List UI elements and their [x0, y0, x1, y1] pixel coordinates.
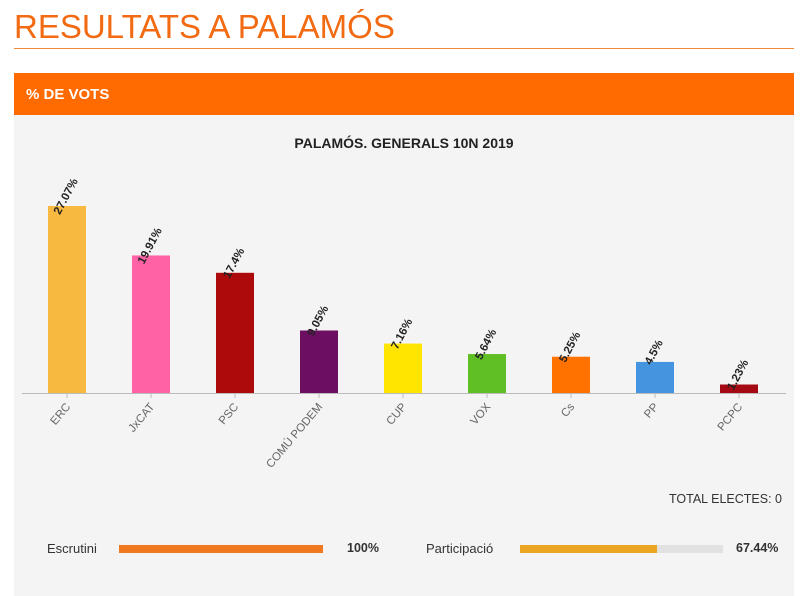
x-tick-label: PCPC [716, 401, 746, 433]
x-tick-label: VOX [468, 401, 493, 428]
page-title: RESULTATS A PALAMÓS [14, 8, 395, 45]
title-divider [14, 48, 794, 49]
bar-cs [552, 356, 590, 393]
bar-erc [48, 206, 86, 393]
escrutini-progress-bar [119, 545, 323, 553]
escrutini-progress-fill [119, 545, 323, 553]
participacio-progress-fill [520, 545, 657, 553]
total-electes: TOTAL ELECTES: 0 [668, 492, 782, 506]
participacio-row: Participació 67.44% [394, 539, 794, 559]
bar-vox [468, 354, 506, 393]
participacio-progress-bar [520, 545, 723, 553]
results-panel: % DE VOTS PALAMÓS. GENERALS 10N 2019 27.… [14, 73, 794, 596]
bar-cup [384, 343, 422, 393]
bar-chart: PALAMÓS. GENERALS 10N 2019 27.07%ERC19.9… [22, 134, 786, 471]
bar-psc [216, 272, 254, 393]
x-tick-label: CUP [384, 401, 409, 428]
x-tick-label: COMÚ PODEM [264, 401, 326, 471]
x-tick-label: PP [642, 401, 661, 421]
bar-pcpc [720, 384, 758, 393]
x-tick-label: PSC [217, 401, 241, 427]
escrutini-row: Escrutini 100% [14, 539, 394, 559]
escrutini-label: Escrutini [47, 541, 97, 556]
x-tick-label: Cs [559, 401, 577, 420]
section-label: % DE VOTS [26, 86, 110, 103]
chart-title: PALAMÓS. GENERALS 10N 2019 [294, 134, 513, 151]
bar-jxcat [132, 255, 170, 393]
bar-pp [636, 361, 674, 393]
participacio-value: 67.44% [736, 541, 779, 555]
participacio-label: Participació [426, 541, 494, 556]
x-tick-label: JxCAT [126, 401, 157, 434]
bar-com-podem [300, 330, 338, 393]
panel-header: % DE VOTS [14, 73, 794, 115]
x-tick-label: ERC [48, 401, 73, 427]
escrutini-value: 100% [347, 541, 379, 555]
